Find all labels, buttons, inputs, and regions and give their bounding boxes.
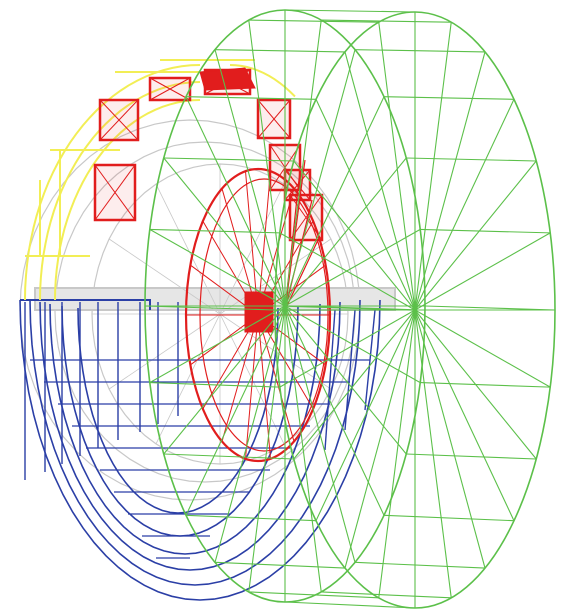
outer-drum-side-21 — [383, 96, 515, 100]
outer-drum-back-spoke-8 — [344, 309, 416, 569]
outer-drum-front-spoke-3 — [284, 305, 385, 516]
outer-drum-side-16 — [214, 49, 346, 53]
outer-drum-front-spoke-11 — [149, 305, 286, 384]
outer-drum-front-spoke-15 — [185, 96, 286, 307]
inner-wheel-spoke-14 — [257, 171, 272, 316]
outer-drum-side-22 — [406, 157, 537, 162]
outer-drum-front-spoke-22 — [284, 157, 407, 307]
outer-drum-side-12 — [144, 305, 276, 311]
outer-drum-back-spoke-3 — [414, 309, 515, 521]
outer-drum-back-spoke-22 — [414, 160, 537, 311]
outer-drum-side-18 — [284, 9, 416, 13]
outer-drum-back-spoke-13 — [279, 232, 416, 311]
outer-drum-back-spoke-15 — [315, 99, 416, 311]
outer-drum-back-spoke-11 — [279, 309, 416, 388]
outer-drum-side-19 — [321, 19, 452, 23]
outer-drum-front-spoke-16 — [214, 49, 286, 307]
outer-drum-side-2 — [406, 453, 537, 460]
lower-right-post-2 — [364, 309, 376, 411]
lower-ring-2 — [39, 301, 341, 571]
outer-drum-front-spoke-20 — [284, 49, 356, 307]
support-spoke-4 — [155, 313, 221, 445]
upper-panel-diag-b-1 — [99, 99, 139, 141]
outer-drum-side-9 — [185, 514, 317, 522]
outer-drum-front-spoke-10 — [163, 305, 286, 455]
lower-ring-1 — [29, 299, 361, 586]
outer-drum-side-23 — [420, 228, 551, 234]
outer-drum-front-spoke-14 — [163, 157, 286, 307]
outer-drum-back-spoke-16 — [344, 51, 416, 311]
outer-drum-front-spoke-8 — [214, 305, 286, 563]
outer-drum-side-0 — [424, 305, 556, 311]
outer-drum-side-3 — [383, 514, 515, 522]
outer-drum-side-13 — [149, 228, 280, 234]
outer-drum-back-spoke-4 — [414, 309, 486, 569]
outer-drum-structure — [144, 9, 556, 609]
outer-drum-front-spoke-7 — [248, 305, 286, 592]
outer-drum-side-15 — [185, 96, 317, 100]
outer-drum-back-spoke-5 — [414, 309, 452, 598]
outer-drum-side-5 — [321, 591, 452, 599]
outer-drum-side-20 — [354, 49, 486, 53]
lower-ring-5 — [77, 307, 279, 514]
outer-drum-axle — [284, 305, 416, 311]
upper-panel-solid — [199, 67, 256, 91]
outer-drum-back-spoke-14 — [293, 160, 416, 311]
inner-wheel-hub — [244, 291, 274, 333]
outer-drum-back-spoke-19 — [414, 22, 452, 311]
inner-wheel-spoke-5 — [244, 314, 259, 459]
outer-drum-back-spoke-2 — [414, 309, 537, 460]
support-spoke-7 — [108, 238, 221, 315]
outer-drum-side-10 — [163, 453, 294, 460]
outer-drum-front-spoke-23 — [284, 228, 421, 307]
support-spoke-5 — [108, 313, 221, 390]
upper-panel-diag-b-2 — [149, 77, 191, 101]
outer-drum-back-spoke-23 — [414, 232, 551, 311]
outer-drum-side-11 — [149, 382, 280, 388]
lower-ring-0 — [19, 299, 381, 601]
support-spoke-8 — [155, 183, 221, 315]
support-ring-1 — [54, 141, 356, 483]
upper-frame-structure — [24, 59, 296, 301]
outer-drum-front-spoke-17 — [248, 20, 286, 307]
outer-drum-front-spoke-5 — [284, 305, 322, 592]
outer-drum-side-17 — [248, 19, 379, 23]
upper-panel-diag-b-0 — [94, 164, 136, 221]
outer-drum-front-spoke-19 — [284, 20, 322, 307]
inner-wheel-spoke-13 — [244, 171, 259, 316]
outer-drum-side-6 — [284, 601, 416, 609]
outer-drum-back-spoke-20 — [414, 51, 486, 311]
upper-ring-1 — [39, 81, 201, 301]
outer-drum-side-1 — [420, 382, 551, 388]
upper-panel-structure — [93, 67, 324, 242]
outer-drum-front-spoke-13 — [149, 228, 286, 307]
lower-right-post-1 — [344, 309, 356, 431]
outer-drum-side-14 — [163, 157, 294, 162]
outer-drum-back-spoke-10 — [293, 309, 416, 460]
outer-drum-side-8 — [214, 561, 346, 569]
outer-drum-back-spoke-9 — [315, 309, 416, 521]
outer-drum-back-spoke-7 — [378, 309, 416, 598]
outer-drum-front-spoke-1 — [284, 305, 421, 384]
outer-drum-back-spoke-17 — [378, 22, 416, 311]
outer-drum-front-spoke-9 — [185, 305, 286, 516]
outer-drum-front-spoke-21 — [284, 96, 385, 307]
outer-drum-front-spoke-2 — [284, 305, 407, 455]
inner-wheel-spoke-6 — [221, 314, 259, 442]
outer-drum-side-7 — [248, 591, 379, 599]
outer-drum-side-4 — [354, 561, 486, 569]
outer-drum-back-spoke-1 — [414, 309, 551, 388]
outer-drum-front-spoke-4 — [284, 305, 356, 563]
inner-wheel-rib-3 — [284, 159, 306, 311]
outer-drum-back-spoke-21 — [414, 99, 515, 311]
